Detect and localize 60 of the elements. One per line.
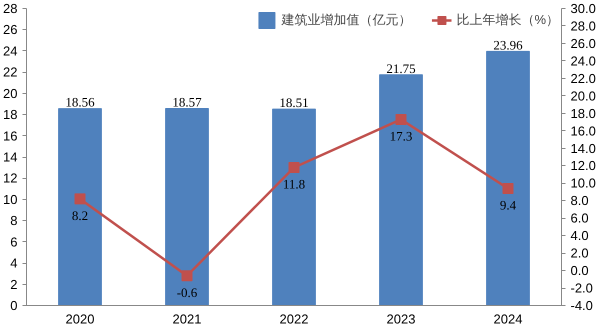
- y2-tick-label: 12.0: [570, 158, 596, 174]
- y2-tick-label: 24.0: [570, 53, 596, 68]
- data-label: 23.96: [493, 37, 524, 52]
- y2-tick-label: 22.0: [570, 70, 596, 86]
- data-label: 17.3: [390, 128, 412, 144]
- y-tick-label: 10: [3, 192, 18, 207]
- x-tick-label: 2023: [386, 312, 416, 326]
- y-tick-label: 18: [3, 107, 18, 122]
- bar: [486, 50, 530, 306]
- point: [396, 114, 406, 125]
- y2-tick-label: 8.0: [570, 193, 589, 208]
- y-tick-label: 24: [3, 43, 18, 58]
- legend-label: 比上年增长（%）: [456, 11, 559, 29]
- bar: [58, 108, 102, 306]
- data-label: 8.2: [72, 208, 88, 223]
- x-tick-label: 2022: [280, 312, 308, 326]
- y-tick-label: 26: [3, 22, 18, 38]
- bar: [379, 74, 423, 306]
- bar: [272, 108, 316, 306]
- point: [74, 193, 86, 204]
- data-label: 18.56: [65, 94, 96, 110]
- point: [288, 162, 300, 173]
- data-label: 9.4: [500, 197, 517, 212]
- y2-tick-label: 10.0: [570, 176, 596, 191]
- y2-tick-label: 0.0: [570, 263, 589, 278]
- point: [502, 182, 514, 194]
- point: [182, 270, 192, 282]
- y2-tick-label: 20.0: [570, 88, 596, 104]
- data-label: 18.57: [172, 94, 202, 110]
- y-tick-label: 22: [3, 64, 18, 80]
- y-tick-label: 28: [3, 1, 18, 16]
- y-tick-label: 6: [10, 234, 18, 250]
- y2-tick-label: 2.0: [570, 246, 589, 261]
- data-label: 11.8: [282, 176, 306, 192]
- x-tick-label: 2024: [494, 312, 522, 326]
- y-tick-label: 14: [3, 150, 18, 164]
- y2-tick-label: 4.0: [570, 228, 589, 244]
- y2-tick-label: 14.0: [570, 140, 596, 156]
- data-label: 18.51: [279, 95, 309, 110]
- y2-tick-label: -2.0: [570, 280, 593, 296]
- y2-tick-label: 6.0: [570, 210, 589, 226]
- y2-tick-label: 28.0: [570, 18, 596, 34]
- x-tick-label: 2021: [172, 312, 202, 326]
- bar: [165, 108, 209, 306]
- legend-label: 建筑业增加值（亿元）: [281, 11, 412, 29]
- y-tick-label: 16: [3, 128, 18, 144]
- y-tick-label: 8: [10, 213, 18, 228]
- y-tick-label: 2: [10, 276, 18, 292]
- data-label: 21.75: [386, 60, 416, 76]
- y2-tick-label: 18.0: [570, 106, 596, 121]
- y2-tick-label: 30.0: [570, 1, 596, 16]
- y2-tick-label: 16.0: [570, 123, 596, 138]
- y2-tick-label: 26.0: [570, 36, 596, 51]
- y-tick-label: 0: [10, 298, 18, 313]
- y-tick-label: 12: [3, 170, 18, 186]
- x-tick-label: 2020: [66, 312, 94, 326]
- y2-tick-label: -4.0: [570, 298, 593, 313]
- data-label: -0.6: [176, 284, 198, 300]
- y-tick-label: 20: [3, 86, 18, 101]
- y-tick-label: 4: [10, 256, 18, 271]
